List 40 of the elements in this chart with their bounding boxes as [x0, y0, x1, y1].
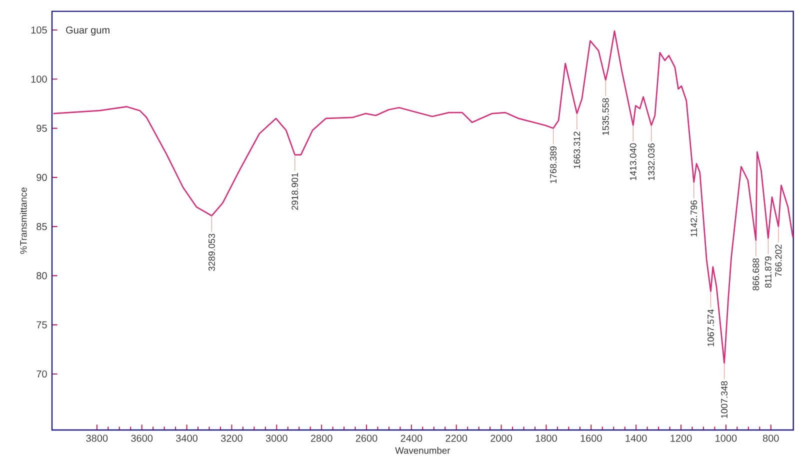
y-tick-label: 100	[31, 76, 47, 83]
y-tick-label: 95	[36, 124, 47, 132]
annotation: 811.879	[764, 256, 772, 288]
annotation: 1067.574	[708, 309, 714, 346]
annotation: 3289.053	[208, 234, 215, 271]
y-tick-label: 80	[36, 272, 47, 280]
y-tick-label: 70	[36, 370, 47, 378]
x-tick-label: 2400	[400, 434, 422, 442]
x-tick-label: 1800	[536, 434, 557, 442]
annotation: 1768.389	[550, 146, 557, 184]
annotation: 1663.312	[574, 132, 580, 168]
x-tick-label: 2200	[446, 434, 468, 442]
x-tick-label: 2800	[310, 434, 332, 442]
y-tick-label: 75	[36, 321, 47, 328]
x-tick-label: 1600	[580, 434, 602, 442]
annotation: 1142.796	[690, 200, 698, 236]
x-tick-label: 3000	[266, 434, 288, 442]
x-axis-title: Wavenumber	[395, 446, 450, 454]
annotation: 2918.901	[292, 172, 298, 210]
annotation: 1535.558	[602, 98, 609, 135]
annotation: 1413.040	[630, 143, 636, 180]
x-tick-label: 800	[762, 434, 779, 442]
x-tick-label: 3600	[131, 434, 153, 442]
annotation: 1332.036	[648, 143, 655, 180]
x-tick-label: 1200	[670, 434, 692, 442]
x-tick-label: 1000	[716, 434, 737, 442]
x-tick-label: 1400	[626, 434, 647, 442]
annotation: 1007.348	[721, 381, 728, 418]
x-tick-label: 2000	[490, 434, 512, 442]
annotation: 866.688	[752, 258, 760, 290]
y-tick-label: 85	[36, 223, 47, 230]
annotation: 766.202	[775, 244, 782, 277]
x-tick-label: 3800	[86, 434, 108, 442]
y-tick-label: 105	[31, 26, 47, 34]
y-axis-title: %Transmittance	[20, 188, 27, 254]
text: Guar gum	[66, 26, 110, 36]
y-tick-label: 90	[36, 174, 47, 181]
x-tick-label: 3200	[220, 434, 242, 442]
x-tick-label: 3400	[176, 434, 198, 442]
x-tick-label: 2600	[356, 434, 378, 442]
